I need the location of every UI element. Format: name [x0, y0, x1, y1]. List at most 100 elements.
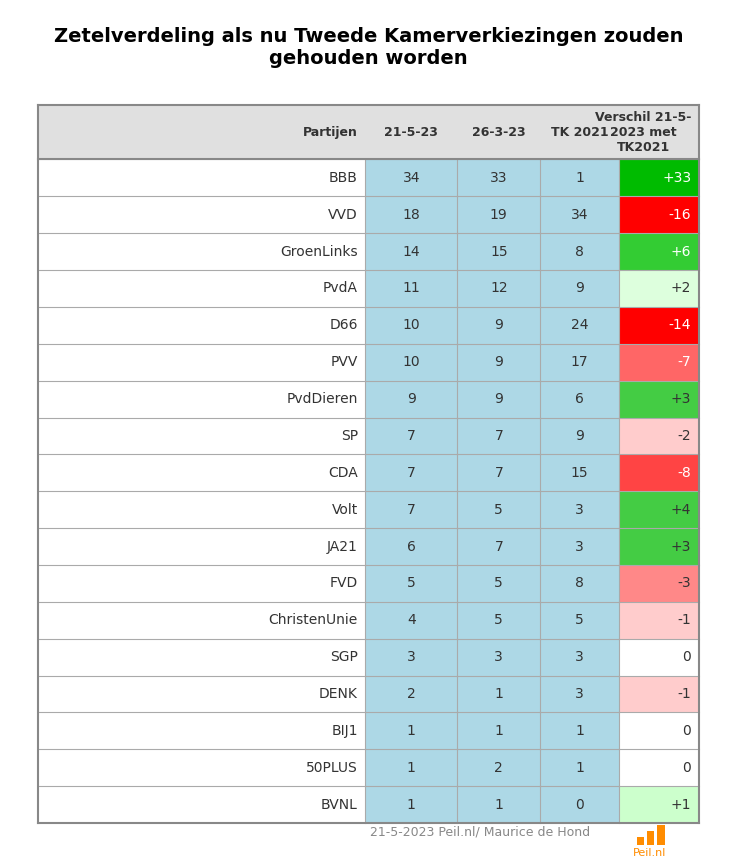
Bar [540, 417, 618, 454]
Text: DENK: DENK [319, 687, 358, 701]
Bar [618, 639, 699, 676]
Text: 17: 17 [570, 355, 588, 369]
Bar [540, 749, 618, 786]
Text: +3: +3 [671, 539, 691, 554]
Bar [618, 786, 699, 823]
Text: 11: 11 [402, 281, 420, 296]
Bar [38, 639, 366, 676]
Bar [618, 676, 699, 712]
Text: D66: D66 [329, 318, 358, 332]
Bar [540, 381, 618, 417]
Bar [540, 528, 618, 565]
Bar [618, 454, 699, 491]
Text: +1: +1 [671, 797, 691, 812]
Text: 6: 6 [575, 392, 584, 406]
Text: Partijen: Partijen [303, 126, 358, 138]
Bar [458, 565, 540, 602]
Bar [618, 381, 699, 417]
Text: 3: 3 [575, 650, 584, 664]
Text: 50PLUS: 50PLUS [306, 761, 358, 775]
Bar [540, 454, 618, 491]
Text: 1: 1 [495, 797, 503, 812]
Text: 10: 10 [402, 355, 420, 369]
Bar [38, 344, 366, 381]
Text: 7: 7 [495, 466, 503, 480]
Text: 1: 1 [407, 797, 416, 812]
Bar [540, 491, 618, 528]
Text: 1: 1 [407, 761, 416, 775]
Text: BIJ1: BIJ1 [332, 724, 358, 738]
Text: 3: 3 [575, 503, 584, 517]
Text: Volt: Volt [332, 503, 358, 517]
Text: -7: -7 [677, 355, 691, 369]
Bar [366, 491, 458, 528]
Bar [540, 786, 618, 823]
Bar [366, 344, 458, 381]
Text: -1: -1 [677, 613, 691, 627]
Text: 15: 15 [570, 466, 588, 480]
Bar [458, 712, 540, 749]
Text: 5: 5 [495, 613, 503, 627]
Text: 7: 7 [495, 539, 503, 554]
Bar [458, 417, 540, 454]
Bar [366, 454, 458, 491]
Bar [366, 233, 458, 270]
Text: 26-3-23: 26-3-23 [472, 126, 525, 138]
Text: Verschil 21-5-
2023 met
TK2021: Verschil 21-5- 2023 met TK2021 [595, 111, 691, 154]
Bar [38, 491, 366, 528]
Text: 14: 14 [402, 244, 420, 259]
Bar [618, 565, 699, 602]
Bar [458, 233, 540, 270]
Bar [618, 528, 699, 565]
Text: 33: 33 [490, 171, 508, 185]
Bar [38, 307, 366, 344]
Text: -1: -1 [677, 687, 691, 701]
Text: 2: 2 [495, 761, 503, 775]
Text: 9: 9 [495, 355, 503, 369]
Bar [618, 344, 699, 381]
Text: -3: -3 [677, 576, 691, 591]
Text: -2: -2 [677, 429, 691, 443]
Text: 24: 24 [570, 318, 588, 332]
Text: 9: 9 [575, 429, 584, 443]
Bar [366, 381, 458, 417]
Text: ChristenUnie: ChristenUnie [269, 613, 358, 627]
Bar [366, 639, 458, 676]
Bar [38, 528, 366, 565]
Text: 6: 6 [407, 539, 416, 554]
Text: 3: 3 [495, 650, 503, 664]
Bar [366, 528, 458, 565]
Text: PvdA: PvdA [323, 281, 358, 296]
Text: 19: 19 [490, 208, 508, 222]
Text: 15: 15 [490, 244, 508, 259]
Bar [458, 454, 540, 491]
Text: PVV: PVV [330, 355, 358, 369]
Text: 3: 3 [575, 539, 584, 554]
Bar [38, 381, 366, 417]
Text: 9: 9 [575, 281, 584, 296]
Bar [38, 233, 366, 270]
Bar [618, 196, 699, 233]
Text: 1: 1 [495, 724, 503, 738]
Bar [38, 565, 366, 602]
Text: GroenLinks: GroenLinks [280, 244, 358, 259]
Text: 5: 5 [495, 576, 503, 591]
Bar [540, 159, 618, 196]
Bar [38, 105, 699, 159]
Bar [540, 344, 618, 381]
Bar [618, 712, 699, 749]
Text: 1: 1 [575, 761, 584, 775]
Text: 7: 7 [407, 466, 416, 480]
Text: BVNL: BVNL [321, 797, 358, 812]
Text: 7: 7 [407, 429, 416, 443]
Text: 1: 1 [575, 724, 584, 738]
Text: 2: 2 [407, 687, 416, 701]
Bar [540, 307, 618, 344]
Text: 9: 9 [495, 392, 503, 406]
Text: 34: 34 [570, 208, 588, 222]
Text: 21-5-2023 Peil.nl/ Maurice de Hond: 21-5-2023 Peil.nl/ Maurice de Hond [370, 826, 590, 838]
Text: +33: +33 [662, 171, 691, 185]
Text: BBB: BBB [329, 171, 358, 185]
Text: 10: 10 [402, 318, 420, 332]
Text: 12: 12 [490, 281, 508, 296]
